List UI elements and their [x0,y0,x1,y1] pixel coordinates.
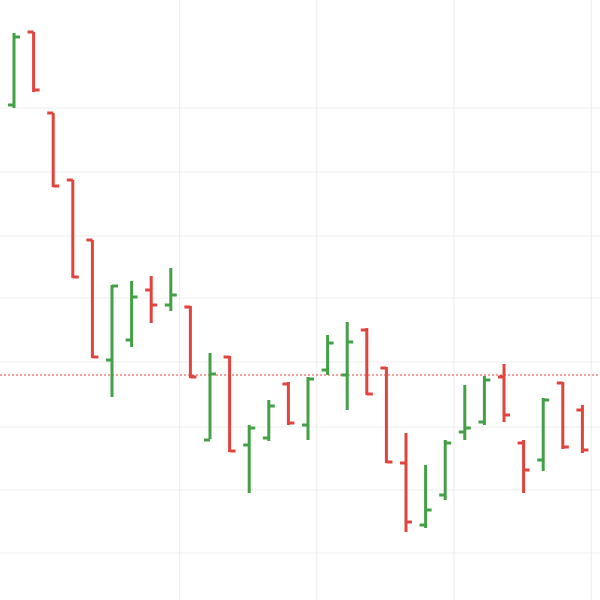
chart [0,0,600,600]
